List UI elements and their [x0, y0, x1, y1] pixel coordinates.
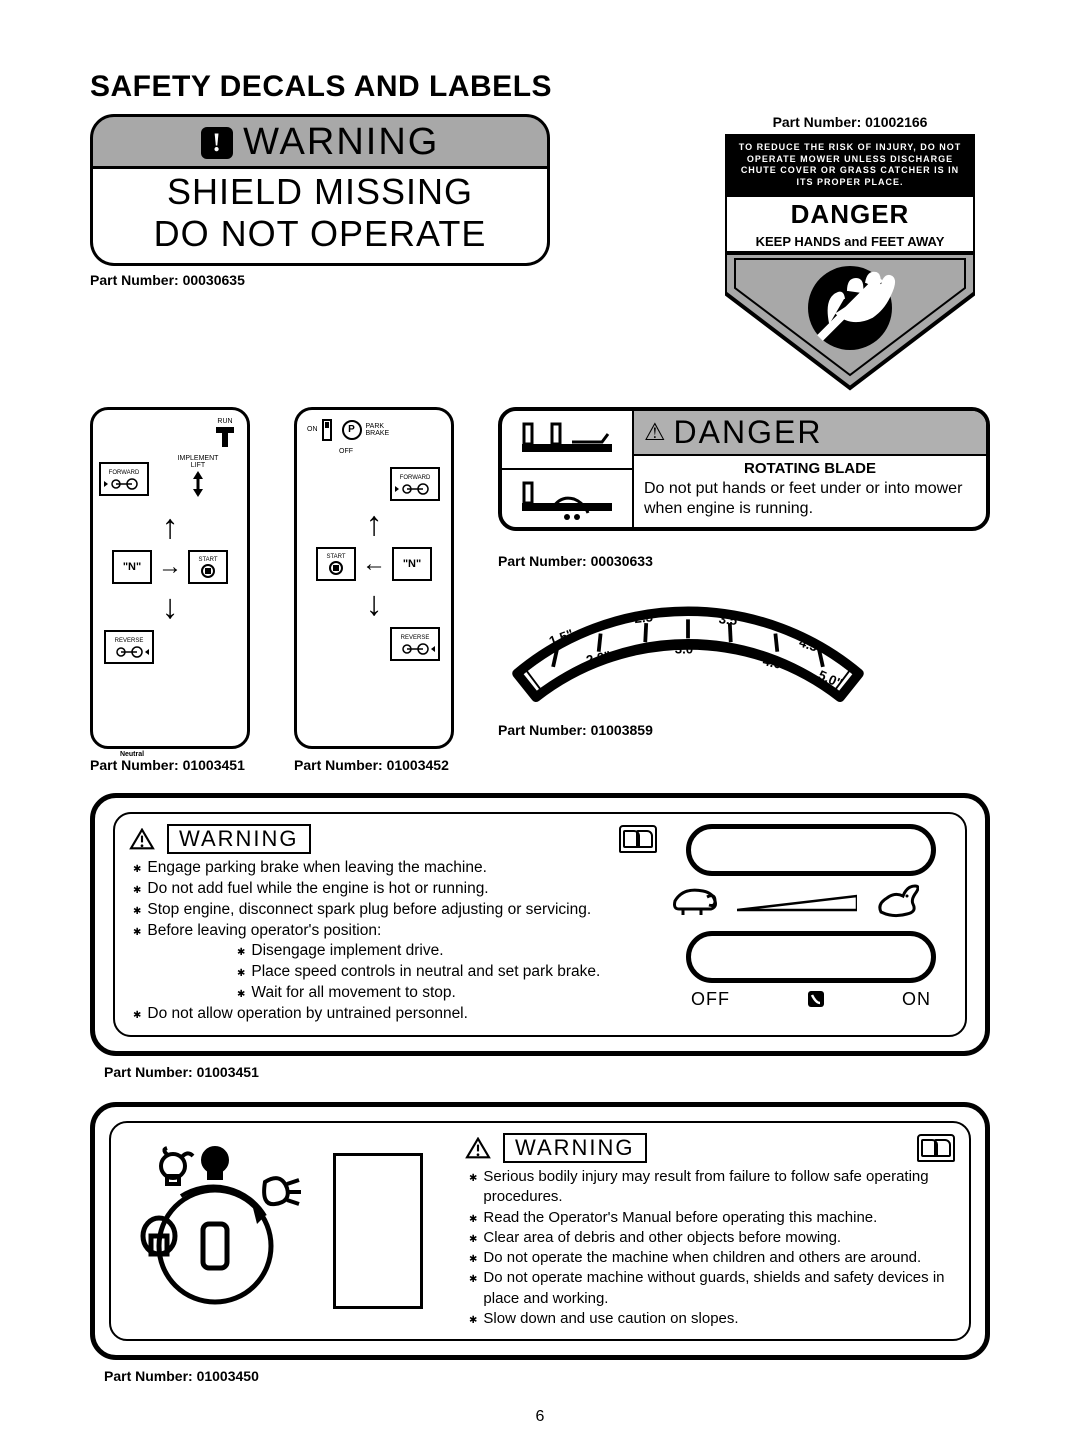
control-panel-left-decal: RUN FORWARD IMPLEMENTLIFT ↑ "N"Neutral [90, 407, 250, 773]
warning-panel-1: WARNING Engage parking brake when leavin… [90, 793, 990, 1056]
up-arrow-icon: ↑ [162, 510, 179, 544]
bullet-text: Read the Operator's Manual before operat… [469, 1208, 955, 1228]
bullet-text: Disengage implement drive. [237, 941, 657, 962]
svg-text:2.5": 2.5" [634, 608, 660, 626]
part-number: Part Number: 01003450 [104, 1368, 990, 1384]
warning-triangle-icon [129, 828, 155, 850]
svg-text:START: START [198, 557, 217, 563]
svg-text:REVERSE: REVERSE [401, 635, 430, 641]
placeholder-rect [333, 1153, 423, 1309]
warning-label: WARNING [167, 824, 311, 854]
part-number: Part Number: 01003451 [104, 1064, 990, 1080]
page-number: 6 [90, 1408, 990, 1426]
bullet-text: Engage parking brake when leaving the ma… [133, 858, 657, 879]
forward-icon: FORWARD [99, 462, 149, 496]
svg-text:START: START [326, 554, 345, 560]
down-arrow-icon: ↓ [162, 590, 179, 624]
hand-hazard-icon [725, 253, 975, 393]
off-label: OFF [691, 989, 730, 1014]
forward-icon: FORWARD [390, 467, 440, 501]
svg-text:FORWARD: FORWARD [109, 470, 140, 476]
part-number: Part Number: 01003452 [294, 757, 454, 773]
implement-lift-icon [181, 469, 215, 499]
deck-hand-icon [502, 470, 632, 527]
on-label: ON [902, 989, 931, 1014]
start-icon: START [188, 550, 228, 584]
pentagon-danger-decal: Part Number: 01002166 TO REDUCE THE RISK… [710, 114, 990, 393]
bullet-text: Before leaving operator's position: [133, 921, 657, 942]
warning-triangle-icon: ⚠ [644, 418, 666, 447]
bullet-text: Serious bodily injury may result from fa… [469, 1167, 955, 1208]
down-arrow-icon: ↓ [366, 587, 383, 621]
speed-pill-top [686, 824, 936, 876]
bullet-text: Slow down and use caution on slopes. [469, 1309, 955, 1329]
reverse-icon: REVERSE [104, 630, 154, 664]
bullet-text: Do not add fuel while the engine is hot … [133, 879, 657, 900]
rabbit-icon [875, 882, 919, 925]
shield-line2: DO NOT OPERATE [93, 213, 547, 255]
keep-away-label: KEEP HANDS and FEET AWAY [725, 232, 975, 253]
manual-icon [917, 1134, 955, 1162]
deck-top-icon [502, 411, 632, 470]
blade-icon [804, 989, 828, 1014]
bullet-text: Do not allow operation by untrained pers… [133, 1004, 657, 1025]
speed-pill-bottom [686, 931, 936, 983]
up-arrow-icon: ↑ [366, 507, 383, 541]
rotating-blade-decal: ⚠ DANGER ROTATING BLADE Do not put hands… [498, 407, 990, 531]
warning-panel-2: WARNING Serious bodily injury may result… [90, 1102, 990, 1360]
warning-label: WARNING [243, 121, 439, 163]
part-number: Part Number: 01003451 [90, 757, 250, 773]
bullet-text: Stop engine, disconnect spark plug befor… [133, 900, 657, 921]
warning-label: WARNING [503, 1133, 647, 1163]
svg-text:3.5": 3.5" [718, 611, 744, 629]
page-title: SAFETY DECALS AND LABELS [90, 70, 990, 104]
part-number: Part Number: 00030635 [90, 272, 550, 288]
pentagon-warning-text: TO REDUCE THE RISK OF INJURY, DO NOT OPE… [725, 134, 975, 195]
right-arrow-icon: → [158, 553, 182, 581]
bullet-text: Clear area of debris and other objects b… [469, 1228, 955, 1248]
svg-text:REVERSE: REVERSE [115, 638, 144, 644]
bullet-text: Place speed controls in neutral and set … [237, 962, 657, 983]
ignition-dial-icon [125, 1146, 315, 1316]
danger-label: DANGER [725, 195, 975, 232]
turtle-icon [671, 883, 719, 924]
shield-line1: SHIELD MISSING [93, 171, 547, 213]
rotating-blade-text: Do not put hands or feet under or into m… [644, 479, 976, 519]
part-number: Part Number: 00030633 [498, 553, 990, 569]
bullet-text: Wait for all movement to stop. [237, 983, 657, 1004]
neutral-icon: "N" [392, 547, 432, 581]
rotating-blade-title: ROTATING BLADE [644, 460, 976, 477]
neutral-icon: "N"Neutral [112, 550, 152, 584]
reverse-icon: REVERSE [390, 627, 440, 661]
danger-label: DANGER [674, 414, 823, 451]
switch-icon [320, 418, 334, 442]
svg-text:3.0": 3.0" [675, 641, 700, 656]
svg-text:FORWARD: FORWARD [400, 475, 431, 481]
bullet-text: Do not operate the machine when children… [469, 1248, 955, 1268]
lever-icon [214, 427, 236, 449]
warning-triangle-icon [465, 1137, 491, 1159]
manual-icon [619, 825, 657, 853]
start-icon: START [316, 547, 356, 581]
bullet-text: Do not operate machine without guards, s… [469, 1268, 955, 1309]
height-gauge-decal: 1.5" 2.0" 2.5" 3.0" 3.5" 4.0" 4.5" 5.0" [498, 583, 990, 712]
part-number: Part Number: 01002166 [710, 114, 990, 130]
control-panel-right-decal: ON P PARKBRAKE OFF FORWARD ↑ [294, 407, 454, 773]
shield-missing-decal: ! WARNING SHIELD MISSING DO NOT OPERATE … [90, 114, 550, 288]
exclaim-icon: ! [201, 127, 233, 159]
left-arrow-icon: ← [362, 550, 386, 578]
part-number: Part Number: 01003859 [498, 722, 990, 738]
speed-ramp-icon [737, 894, 857, 912]
